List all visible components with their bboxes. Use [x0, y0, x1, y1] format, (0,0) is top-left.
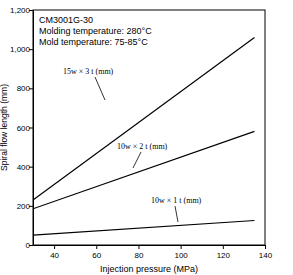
tick-label: 400	[17, 163, 31, 172]
tick-label: 140	[259, 251, 273, 260]
tick-mark	[96, 245, 97, 249]
lines	[33, 37, 254, 235]
series-line	[33, 221, 254, 236]
tick-label: 100	[174, 251, 188, 260]
tick: 400	[17, 163, 33, 172]
x-axis-title: Injection pressure (MPa)	[100, 264, 198, 274]
series-line	[33, 37, 254, 200]
tick-mark	[138, 245, 139, 249]
tick-label: 800	[17, 84, 31, 93]
tick-label: 40	[50, 251, 59, 260]
tick: 120	[217, 245, 231, 260]
series-label: 15w × 3 t (mm)	[63, 67, 114, 76]
tick: 40	[50, 245, 59, 260]
tick: 200	[17, 202, 33, 211]
series-label: 10w × 1 t (mm)	[151, 196, 202, 205]
tick-mark	[54, 245, 55, 249]
leader-line	[95, 77, 105, 100]
tick-mark	[223, 245, 224, 249]
tick-mark	[265, 245, 266, 249]
tick-label: 600	[17, 124, 31, 133]
leader-line	[133, 152, 141, 168]
tick-label: 60	[92, 251, 101, 260]
tick-label: 80	[135, 251, 144, 260]
leader-line	[175, 206, 178, 222]
tick: 1,200	[10, 6, 33, 15]
tick-label: 0	[26, 241, 31, 250]
annotation: Mold temperature: 75-85°C	[39, 37, 148, 47]
annotation: Molding temperature: 280°C	[39, 26, 152, 36]
tick: 1,000	[10, 45, 33, 54]
tick-label: 120	[217, 251, 231, 260]
series-label: 10w × 2 t (mm)	[117, 142, 168, 151]
tick-label: 1,000	[10, 45, 31, 54]
chart: 40 60 80 100 120 140 0 200 400 600 800 1,000 1,200 15…	[0, 0, 293, 275]
plot-frame	[33, 10, 265, 245]
axis-line	[33, 11, 34, 246]
tick-mark	[181, 245, 182, 249]
title: CM3001G-30	[39, 15, 93, 25]
y-axis: 0 200 400 600 800 1,000 1,200	[10, 6, 34, 250]
tick-label: 200	[17, 202, 31, 211]
tick: 800	[17, 84, 33, 93]
tick-label: 1,200	[10, 6, 31, 15]
series-line	[33, 131, 254, 208]
y-axis-title: Spiral flow length (mm)	[0, 84, 9, 171]
tick: 0	[26, 241, 33, 250]
tick: 80	[135, 245, 144, 260]
x-axis: 40 60 80 100 120 140	[34, 245, 273, 260]
plot: 40 60 80 100 120 140 0 200 400 600 800 1,000 1,200 15…	[10, 6, 273, 260]
tick: 100	[174, 245, 188, 260]
tick: 140	[259, 245, 273, 260]
tick: 600	[17, 124, 33, 133]
tick: 60	[92, 245, 101, 260]
axis-line	[34, 245, 266, 246]
